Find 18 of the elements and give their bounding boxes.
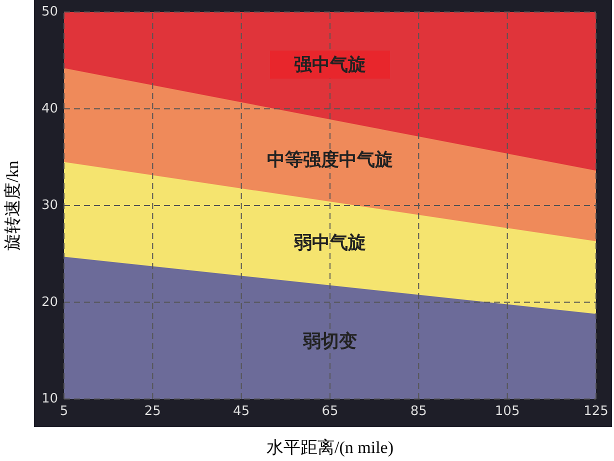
x-tick-label: 25 (144, 404, 161, 419)
x-tick-label: 125 (584, 404, 608, 419)
y-tick-label: 40 (41, 101, 58, 116)
x-tick-label: 85 (410, 404, 427, 419)
series-label: 强中气旋 (294, 54, 366, 76)
y-tick-label: 50 (41, 4, 58, 20)
series-label: 弱切变 (302, 331, 357, 352)
y-tick-label: 20 (41, 294, 58, 310)
series-label: 弱中气旋 (293, 232, 366, 254)
y-axis-title: 旋转速度/kn (3, 160, 22, 250)
x-tick-label: 5 (60, 404, 68, 419)
x-tick-label: 45 (233, 404, 250, 419)
y-tick-label: 30 (41, 198, 58, 214)
x-tick-label: 65 (322, 404, 338, 419)
x-axis-title: 水平距离/(n mile) (266, 438, 394, 457)
series-label: 中等强度中气旋 (267, 149, 393, 170)
x-tick-label: 105 (494, 404, 520, 419)
y-tick-label: 10 (41, 392, 58, 407)
